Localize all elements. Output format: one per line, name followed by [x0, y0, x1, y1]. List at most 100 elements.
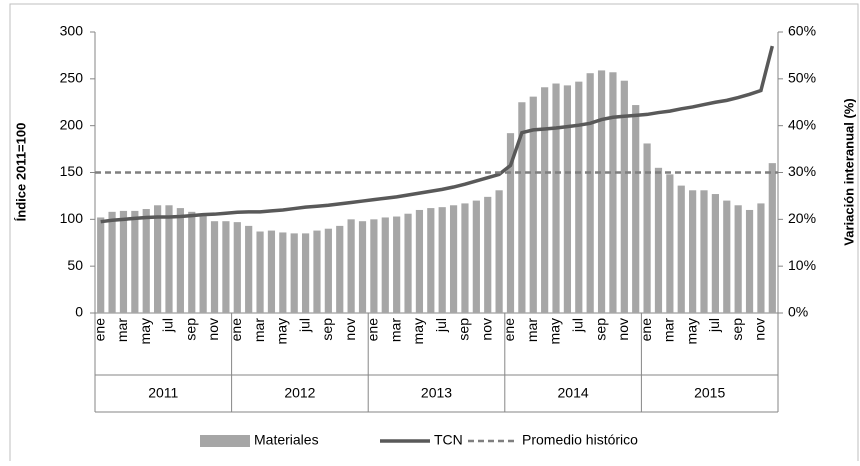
y2-tick-label: 20% [788, 210, 816, 226]
bar [711, 194, 719, 313]
y-tick-label: 0 [75, 304, 83, 320]
bar [336, 225, 344, 313]
bar [313, 230, 321, 313]
bar [620, 80, 628, 313]
x-tick-label: mar [524, 318, 540, 342]
bar [97, 217, 105, 313]
y-tick-label: 150 [60, 163, 84, 179]
y2-tick-label: 30% [788, 163, 816, 179]
bar [529, 96, 537, 313]
year-label: 2011 [148, 385, 178, 401]
x-tick-label: ene [91, 318, 107, 342]
x-tick-label: jul [296, 318, 312, 333]
year-label: 2014 [558, 385, 589, 401]
bar [609, 72, 617, 313]
y-tick-label: 250 [60, 70, 84, 86]
x-tick-label: jul [433, 318, 449, 333]
y2-axis-title: Variación interanual (%) [841, 98, 856, 245]
x-tick-label: may [683, 318, 699, 344]
bar [461, 203, 469, 313]
bar [119, 210, 128, 313]
y-axis-title: Índice 2011=100 [13, 123, 28, 222]
x-tick-label: sep [456, 318, 472, 341]
bar [347, 219, 355, 313]
bar [552, 83, 560, 314]
y-tick-label: 100 [60, 210, 84, 226]
bar [210, 221, 219, 313]
x-tick-label: sep [319, 318, 335, 341]
x-tick-label: nov [615, 318, 631, 341]
bar [449, 205, 458, 313]
bar [472, 200, 480, 313]
x-tick-label: nov [478, 318, 494, 341]
x-tick-label: nov [205, 318, 221, 341]
bar [393, 216, 401, 313]
bar [734, 205, 742, 313]
bar [689, 190, 697, 313]
x-tick-label: may [137, 318, 153, 344]
bar [438, 207, 446, 313]
x-tick-label: ene [638, 318, 654, 342]
bar [666, 174, 674, 313]
bar [757, 203, 765, 313]
x-tick-label: sep [182, 318, 198, 341]
bar [745, 209, 754, 313]
x-tick-label: sep [729, 318, 745, 341]
y2-tick-label: 50% [788, 70, 816, 86]
chart-frame [9, 3, 859, 466]
y2-tick-label: 60% [788, 23, 816, 39]
bar [131, 210, 139, 313]
y2-tick-label: 10% [788, 257, 816, 273]
bar [108, 211, 116, 313]
bar [165, 205, 173, 313]
x-tick-label: mar [661, 318, 677, 342]
bar [154, 205, 162, 313]
x-tick-label: jul [160, 318, 176, 333]
bar [723, 200, 731, 313]
x-tick-label: jul [706, 318, 722, 333]
bar [256, 231, 264, 313]
bar [245, 225, 253, 313]
bar [358, 221, 367, 313]
bar [518, 102, 526, 313]
tcn-line [100, 45, 775, 224]
bar [654, 167, 663, 313]
bar [700, 190, 708, 313]
x-tick-label: sep [592, 318, 608, 341]
x-tick-label: may [547, 318, 563, 344]
legend-label: TCN [434, 432, 463, 448]
bar [427, 208, 435, 313]
year-label: 2015 [694, 385, 725, 401]
bar [541, 87, 549, 313]
bar [279, 232, 287, 313]
x-tick-label: nov [342, 318, 358, 341]
bar [643, 143, 651, 313]
x-tick-label: may [410, 318, 426, 344]
bar [370, 219, 378, 313]
x-tick-label: may [274, 318, 290, 344]
x-tick-label: mar [251, 318, 267, 342]
bar [415, 209, 424, 313]
x-tick-label: nov [752, 318, 768, 341]
bar [222, 221, 230, 313]
x-tick-label: ene [501, 318, 517, 342]
legend-swatch [200, 435, 250, 447]
x-tick-label: ene [228, 318, 244, 342]
bar [597, 70, 606, 313]
y-tick-label: 200 [60, 116, 84, 132]
bar [586, 73, 594, 313]
bar [301, 233, 310, 313]
bar [267, 230, 276, 313]
year-label: 2013 [421, 385, 452, 401]
bar [632, 105, 640, 313]
bar [404, 213, 412, 313]
bar [484, 196, 492, 313]
y-tick-label: 300 [60, 23, 84, 39]
bar [199, 214, 207, 313]
bar [768, 163, 776, 313]
bar [324, 228, 332, 313]
bar [381, 217, 389, 313]
bar [563, 85, 572, 313]
bar [233, 222, 241, 313]
